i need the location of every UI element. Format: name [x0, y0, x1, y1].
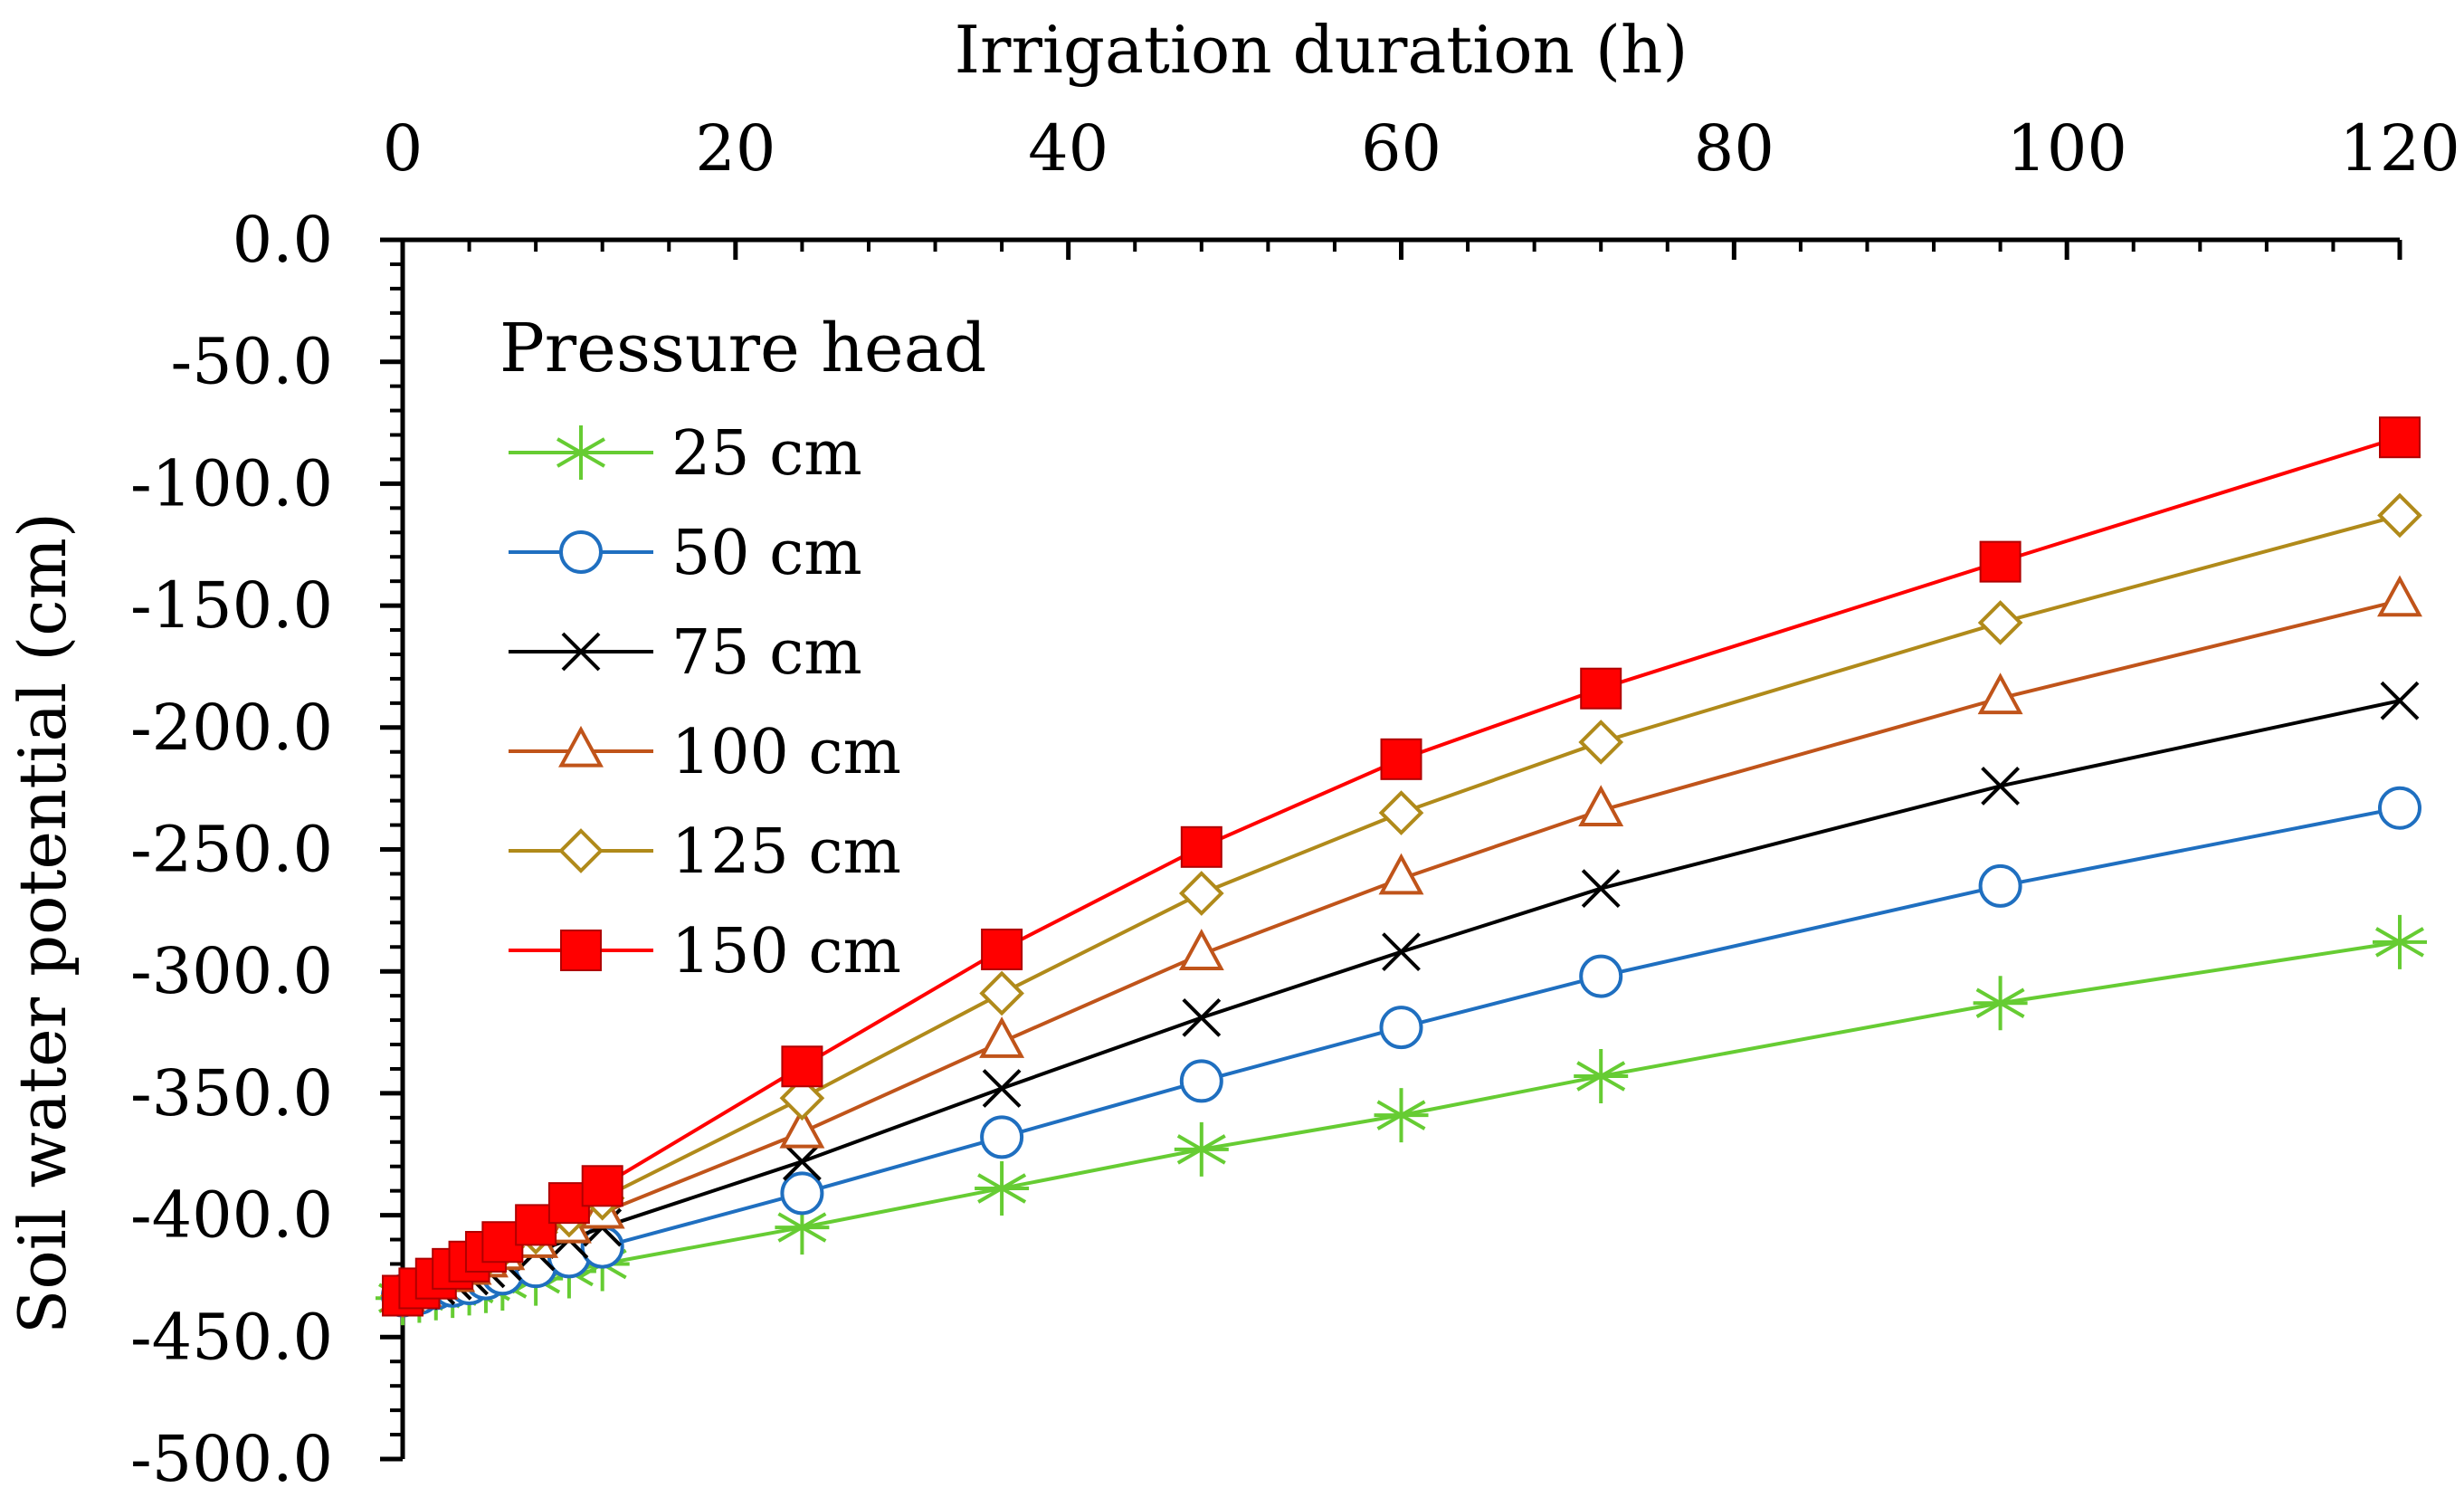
y-axis-title: Soil water potential (cm) [5, 512, 81, 1334]
y-tick-label: -100.0 [130, 446, 333, 520]
data-point [2377, 492, 2422, 539]
legend-entry: 100 cm [509, 717, 901, 788]
data-point [1374, 1088, 1429, 1143]
data-point-stroke [982, 1069, 1022, 1108]
data-point [779, 1106, 825, 1149]
data-point [780, 1171, 824, 1216]
legend-label: 50 cm [671, 518, 862, 589]
data-point [1378, 853, 1424, 895]
legend-label: 75 cm [671, 617, 862, 689]
x-tick-label: 60 [1361, 111, 1441, 186]
legend-label: 150 cm [671, 916, 901, 987]
legend-entry: 50 cm [509, 518, 862, 589]
data-point [1979, 540, 2022, 583]
data-point [1178, 871, 1224, 916]
data-point [1179, 1059, 1223, 1103]
legend-entry: 150 cm [509, 916, 901, 987]
x-axis-title: Irrigation duration (h) [955, 12, 1689, 88]
y-tick-label: -50.0 [170, 325, 333, 399]
x-tick-label: 80 [1694, 111, 1774, 186]
legend-entry: 125 cm [509, 816, 901, 888]
data-point [1380, 738, 1422, 780]
data-point [1579, 954, 1623, 998]
data-point [1182, 997, 1222, 1037]
data-point [1180, 825, 1222, 868]
data-point [2380, 681, 2420, 720]
data-point-stroke [2380, 681, 2420, 720]
data-point [1178, 929, 1224, 970]
data-point [2379, 416, 2421, 459]
x-tick-label: 20 [695, 111, 775, 186]
data-point [1578, 720, 1624, 765]
series-line [402, 699, 2401, 1298]
data-point [981, 928, 1023, 970]
data-point [782, 1141, 822, 1181]
y-tick-label: -200.0 [130, 691, 333, 765]
y-tick-label: 0.0 [233, 203, 333, 277]
data-point-stroke [1981, 767, 2021, 806]
legend-entry: 25 cm [509, 418, 862, 490]
data-point-stroke [782, 1141, 822, 1181]
data-point [979, 970, 1024, 1016]
legend-swatch-marker [559, 530, 603, 574]
y-tick-label: -300.0 [130, 934, 333, 1008]
data-point-stroke [1182, 997, 1222, 1037]
data-point [779, 1075, 825, 1121]
data-point [975, 1160, 1030, 1216]
y-tick-label: -450.0 [130, 1300, 333, 1374]
legend-swatch-marker [558, 725, 604, 768]
legend-swatch-marker [561, 632, 601, 672]
data-point [1174, 1121, 1229, 1177]
x-tick-label: 0 [383, 111, 423, 186]
data-point [1382, 932, 1421, 972]
data-point [1973, 976, 2028, 1031]
legend-label: 100 cm [671, 717, 901, 788]
data-point [2373, 914, 2427, 969]
data-point [1978, 863, 2022, 908]
data-point-stroke [1581, 869, 1621, 909]
data-point [1977, 600, 2023, 645]
y-tick-label: -500.0 [130, 1422, 333, 1496]
data-point [1379, 1006, 1423, 1050]
data-point [979, 1016, 1025, 1058]
data-point-stroke [1382, 932, 1421, 972]
data-point [1574, 1049, 1629, 1104]
legend-swatch-marker [560, 930, 602, 971]
legend-swatch-marker [554, 425, 608, 480]
axes: 0 20 40 60 80 100 120 0.0 -50.0 -100.0 -150.0 -200.… [130, 111, 2460, 1496]
data-point [982, 1069, 1022, 1108]
x-tick-label: 40 [1028, 111, 1108, 186]
legend: Pressure head 25 cm 50 cm 75 cm 100 cm 125 c… [499, 310, 986, 987]
legend-swatch-marker-stroke [561, 632, 601, 672]
y-tick-label: -400.0 [130, 1178, 333, 1253]
y-tick-label: -250.0 [130, 813, 333, 887]
y-tick-label: -350.0 [130, 1056, 333, 1130]
legend-entry: 75 cm [509, 617, 862, 689]
data-point [1981, 767, 2021, 806]
data-point [2377, 575, 2422, 617]
legend-title: Pressure head [499, 310, 986, 387]
data-point [1578, 785, 1624, 826]
legend-label: 125 cm [671, 816, 901, 888]
series-150-cm [382, 416, 2421, 1317]
x-tick-label: 120 [2339, 111, 2460, 186]
y-tick-label: -150.0 [130, 568, 333, 643]
data-point [781, 1045, 823, 1088]
data-point [1977, 672, 2023, 715]
data-point [1580, 667, 1622, 710]
data-point [2378, 786, 2421, 830]
data-point [980, 1115, 1024, 1159]
data-point [1378, 790, 1424, 835]
data-point [581, 1165, 623, 1207]
series-layer [376, 416, 2427, 1326]
x-tick-label: 100 [2006, 111, 2127, 186]
data-point [1581, 869, 1621, 909]
legend-label: 25 cm [671, 418, 862, 490]
legend-swatch-marker [558, 828, 604, 873]
